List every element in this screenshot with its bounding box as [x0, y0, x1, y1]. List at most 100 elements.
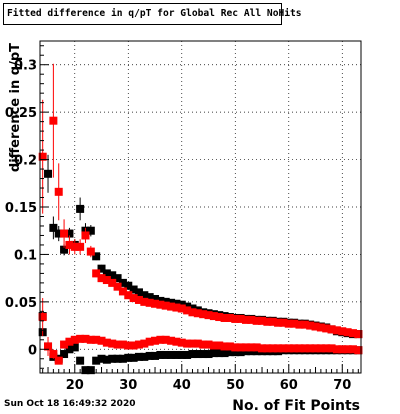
x-tick-label: 70 — [333, 378, 351, 393]
data-marks — [38, 63, 363, 375]
y-tick-label: 0.1 — [14, 248, 37, 263]
data-point — [204, 340, 213, 349]
data-point — [60, 229, 69, 238]
data-point — [86, 335, 95, 344]
data-point — [300, 344, 309, 353]
data-point — [220, 313, 229, 322]
data-point — [81, 231, 90, 240]
data-point — [70, 335, 79, 344]
data-point — [140, 352, 149, 361]
data-point — [156, 350, 165, 359]
data-point — [65, 229, 74, 238]
data-point — [118, 278, 127, 287]
data-point — [322, 324, 331, 333]
data-point — [54, 187, 63, 196]
data-point — [76, 204, 85, 213]
data-point — [322, 344, 331, 353]
data-point — [167, 336, 176, 345]
data-point — [290, 344, 299, 353]
data-point — [348, 329, 357, 338]
data-point — [108, 354, 117, 363]
data-point — [60, 350, 69, 359]
data-point — [161, 335, 170, 344]
data-point — [124, 353, 133, 362]
series-3 — [38, 298, 363, 365]
data-point — [252, 316, 261, 325]
data-point — [247, 315, 256, 324]
data-point — [118, 287, 127, 296]
data-point — [279, 344, 288, 353]
data-point — [145, 351, 154, 360]
data-point — [199, 340, 208, 349]
data-point — [102, 269, 111, 278]
data-point — [215, 341, 224, 350]
data-point — [225, 313, 234, 322]
data-point — [156, 335, 165, 344]
y-tick-label: 0.25 — [5, 106, 37, 121]
y-tick-label: 0.05 — [5, 296, 37, 311]
data-point — [236, 314, 245, 323]
data-point — [279, 318, 288, 327]
data-point — [183, 339, 192, 348]
data-point — [188, 350, 197, 359]
data-point — [209, 341, 218, 350]
data-point — [183, 350, 192, 359]
data-point — [108, 271, 117, 280]
data-point — [76, 356, 85, 365]
data-point — [177, 338, 186, 347]
data-point — [241, 315, 250, 324]
data-point — [311, 344, 320, 353]
data-point — [108, 278, 117, 287]
data-point — [193, 309, 202, 318]
data-point — [113, 354, 122, 363]
data-point — [49, 350, 58, 359]
data-point — [145, 337, 154, 346]
y-tick-label: 0.3 — [14, 59, 37, 74]
data-point — [343, 345, 352, 354]
data-point — [44, 342, 53, 351]
data-point — [151, 336, 160, 345]
data-point — [183, 306, 192, 315]
data-point — [102, 276, 111, 285]
data-point — [274, 318, 283, 327]
data-point — [327, 344, 336, 353]
data-point — [65, 345, 74, 354]
data-point — [97, 264, 106, 273]
data-point — [70, 343, 79, 352]
data-point — [97, 336, 106, 345]
x-tick-label: 50 — [226, 378, 244, 393]
data-point — [220, 349, 229, 358]
data-point — [108, 339, 117, 348]
data-point — [151, 295, 160, 304]
data-point — [295, 344, 304, 353]
data-point — [140, 339, 149, 348]
data-point — [129, 294, 138, 303]
data-point — [236, 348, 245, 357]
data-point — [167, 350, 176, 359]
data-point — [332, 345, 341, 354]
data-point — [86, 247, 95, 256]
data-point — [252, 343, 261, 352]
data-point — [231, 343, 240, 352]
data-point — [193, 350, 202, 359]
data-point — [124, 341, 133, 350]
data-point — [225, 342, 234, 351]
timestamp: Sun Oct 18 16:49:32 2020 — [4, 399, 136, 409]
data-point — [76, 242, 85, 251]
data-point — [134, 295, 143, 304]
data-point — [215, 313, 224, 322]
data-point — [60, 245, 69, 254]
data-point — [177, 350, 186, 359]
data-point — [354, 346, 363, 355]
data-point — [316, 323, 325, 332]
axis-ticks: 20 30 40 50 60 70 0 0.05 0.1 0.15 0.2 0.25 0.3 — [5, 45, 359, 393]
data-point — [306, 321, 315, 330]
data-point — [199, 350, 208, 359]
data-point — [268, 317, 277, 326]
data-point — [124, 281, 133, 290]
data-point — [151, 299, 160, 308]
data-point — [177, 304, 186, 313]
data-point — [274, 344, 283, 353]
y-tick-label: 0 — [28, 343, 37, 358]
data-point — [113, 282, 122, 291]
